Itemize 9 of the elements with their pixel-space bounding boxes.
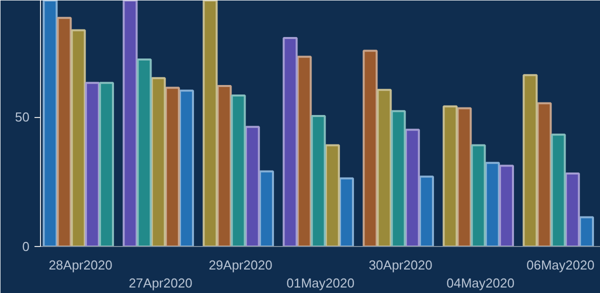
x-tick-label: 27Apr2020 (128, 276, 192, 290)
y-tick-label: 0 (22, 239, 30, 254)
x-tick-label: 28Apr2020 (48, 258, 112, 272)
x-tick-label: 30Apr2020 (368, 258, 432, 272)
x-tick-label: 06May2020 (526, 258, 594, 272)
x-tick-label: 04May2020 (446, 276, 514, 290)
y-tick-label: 50 (15, 110, 30, 125)
x-tick-label: 29Apr2020 (208, 258, 272, 272)
x-tick-label: 01May2020 (286, 276, 354, 290)
